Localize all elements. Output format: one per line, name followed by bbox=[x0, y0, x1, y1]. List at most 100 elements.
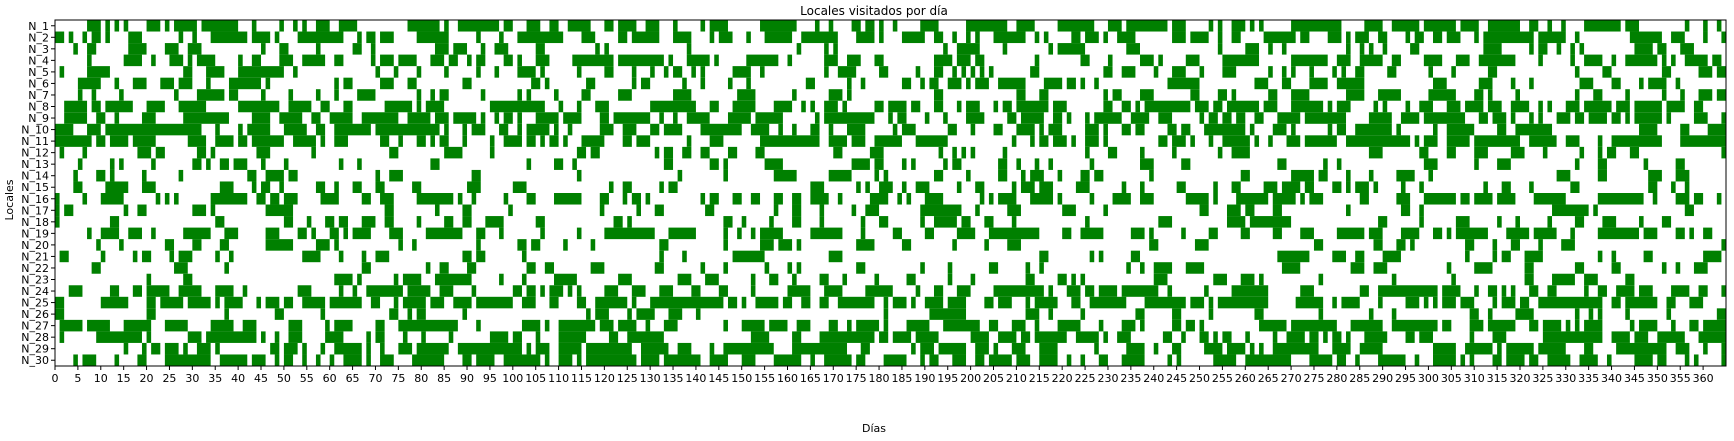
heatmap-cell-run bbox=[595, 100, 609, 113]
heatmap-cell-run bbox=[819, 273, 829, 286]
heatmap-cell-run bbox=[709, 31, 715, 44]
heatmap-cell-run bbox=[434, 43, 449, 55]
heatmap-cell-run bbox=[178, 100, 207, 113]
heatmap-cell-run bbox=[526, 285, 536, 297]
heatmap-cell-run bbox=[544, 354, 550, 366]
heatmap-cell-run bbox=[586, 342, 632, 355]
heatmap-cell-run bbox=[874, 54, 884, 67]
heatmap-cell-run bbox=[773, 169, 797, 182]
heatmap-cell-run bbox=[320, 100, 330, 113]
heatmap-cell-run bbox=[1478, 54, 1516, 67]
heatmap-cell-run bbox=[366, 31, 376, 44]
x-tick-label: 25 bbox=[162, 372, 176, 385]
heatmap-cell-run bbox=[87, 227, 92, 240]
heatmap-cell-run bbox=[1378, 354, 1406, 366]
x-tick-label: 315 bbox=[1487, 372, 1508, 385]
heatmap-cell-run bbox=[1300, 285, 1314, 297]
heatmap-cell-run bbox=[366, 342, 371, 355]
heatmap-cell-run bbox=[1405, 331, 1415, 343]
heatmap-cell-run bbox=[1433, 342, 1456, 355]
heatmap-cell-run bbox=[1300, 31, 1310, 44]
heatmap-cell-run bbox=[1176, 354, 1182, 366]
heatmap-cell-run bbox=[1034, 319, 1040, 332]
y-tick-label: N_20 bbox=[21, 239, 49, 252]
heatmap-cell-run bbox=[480, 112, 486, 124]
heatmap-cell-run bbox=[183, 112, 229, 124]
y-tick-label: N_27 bbox=[21, 320, 49, 333]
heatmap-cell-run bbox=[1634, 112, 1662, 124]
heatmap-cell-run bbox=[462, 135, 468, 147]
heatmap-cell-run bbox=[746, 54, 779, 67]
heatmap-cell-run bbox=[993, 31, 1026, 44]
heatmap-cell-run bbox=[979, 193, 985, 205]
heatmap-cell-run bbox=[1611, 296, 1621, 309]
heatmap-cell-run bbox=[1547, 216, 1553, 228]
heatmap-cell-run bbox=[334, 89, 339, 101]
heatmap-cell-run bbox=[1149, 239, 1159, 251]
heatmap-cell-run bbox=[210, 319, 234, 332]
x-tick-label: 260 bbox=[1235, 372, 1256, 385]
heatmap-cell-run bbox=[535, 331, 541, 343]
heatmap-cell-run bbox=[1611, 77, 1621, 90]
heatmap-cell-run bbox=[1661, 66, 1672, 78]
heatmap-cell-run bbox=[183, 227, 211, 240]
x-tick-label: 180 bbox=[869, 372, 890, 385]
y-tick-label: N_8 bbox=[28, 101, 49, 114]
heatmap-cell-run bbox=[901, 31, 925, 44]
heatmap-cell-run bbox=[1579, 354, 1598, 366]
heatmap-cell-run bbox=[1135, 308, 1145, 320]
heatmap-cell-run bbox=[1675, 158, 1685, 170]
heatmap-cell-run bbox=[709, 354, 728, 366]
heatmap-cell-run bbox=[402, 296, 426, 309]
heatmap-cell-run bbox=[109, 169, 115, 182]
heatmap-cell-run bbox=[1291, 66, 1296, 78]
x-tick-label: 50 bbox=[277, 372, 291, 385]
x-tick-label: 35 bbox=[208, 372, 222, 385]
heatmap-cell-run bbox=[1080, 273, 1086, 286]
x-tick-label: 290 bbox=[1372, 372, 1393, 385]
heatmap-cell-run bbox=[709, 135, 724, 147]
heatmap-cell-run bbox=[265, 239, 294, 251]
heatmap-cell-run bbox=[1497, 123, 1507, 136]
heatmap-cell-run bbox=[1474, 158, 1479, 170]
heatmap-cell-run bbox=[952, 239, 957, 251]
heatmap-cell-run bbox=[334, 77, 339, 90]
heatmap-cell-run bbox=[1423, 20, 1456, 32]
heatmap-cell-run bbox=[1433, 31, 1443, 44]
heatmap-cell-run bbox=[1378, 285, 1438, 297]
heatmap-cell-run bbox=[1542, 331, 1603, 343]
heatmap-cell-run bbox=[869, 193, 889, 205]
heatmap-cell-run bbox=[659, 112, 664, 124]
heatmap-cell-run bbox=[567, 20, 591, 32]
heatmap-cell-run bbox=[1693, 354, 1699, 366]
heatmap-cell-run bbox=[764, 31, 793, 44]
heatmap-cell-run bbox=[1538, 100, 1543, 113]
heatmap-cell-run bbox=[499, 31, 504, 44]
heatmap-cell-run bbox=[1611, 250, 1617, 263]
heatmap-cell-run bbox=[1327, 31, 1342, 44]
heatmap-cell-run bbox=[1510, 239, 1520, 251]
heatmap-cell-run bbox=[1135, 123, 1145, 136]
heatmap-cell-run bbox=[892, 296, 907, 309]
heatmap-cell-run bbox=[874, 135, 902, 147]
heatmap-cell-run bbox=[1446, 100, 1461, 113]
heatmap-cell-run bbox=[1666, 308, 1672, 320]
heatmap-cell-run bbox=[494, 112, 500, 124]
heatmap-cell-run bbox=[540, 227, 545, 240]
heatmap-cell-run bbox=[1428, 66, 1433, 78]
heatmap-cell-run bbox=[1291, 319, 1337, 332]
heatmap-cell-run bbox=[1094, 77, 1099, 90]
heatmap-cell-run bbox=[178, 250, 193, 263]
heatmap-cell-run bbox=[1126, 43, 1140, 55]
heatmap-cell-run bbox=[563, 239, 568, 251]
heatmap-cell-run bbox=[1323, 158, 1328, 170]
heatmap-cell-run bbox=[1085, 112, 1090, 124]
heatmap-cell-run bbox=[489, 100, 545, 113]
heatmap-cell-run bbox=[256, 296, 262, 309]
heatmap-cell-run bbox=[645, 319, 651, 332]
heatmap-cell-run bbox=[82, 146, 88, 159]
heatmap-cell-run bbox=[558, 319, 596, 332]
heatmap-cell-run bbox=[750, 331, 770, 343]
heatmap-cell-run bbox=[1597, 169, 1607, 182]
heatmap-cell-run bbox=[1130, 227, 1145, 240]
